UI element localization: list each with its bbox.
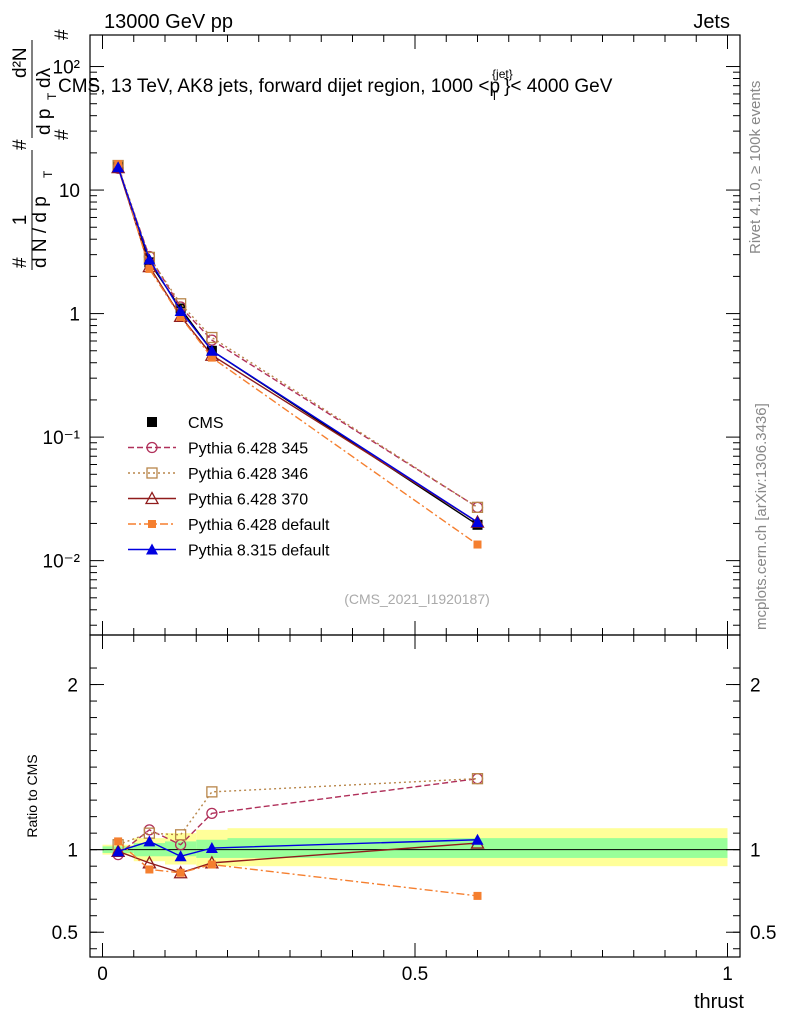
ratio-point-p8 xyxy=(112,845,125,857)
svg-text:T: T xyxy=(45,92,59,100)
svg-text:d N / d p: d N / d p xyxy=(30,196,51,268)
y-tick-label-top: 10⁻¹ xyxy=(43,428,81,449)
y-tick-label-ratio-right: 1 xyxy=(750,841,761,862)
x-axis-label: thrust xyxy=(694,991,744,1013)
y-tick-label-top: 10⁻² xyxy=(43,552,81,573)
legend-marker-p346 xyxy=(146,467,158,479)
point-p6def xyxy=(207,353,216,362)
legend-marker-p6def xyxy=(148,520,156,528)
tick-labels: 10⁻² 10⁻¹ 1 10 10² 0 0.5 1 0.5 0.5 1 1 2 2 xyxy=(43,58,777,985)
point-p8 xyxy=(174,304,187,316)
y-tick-label-ratio: 1 xyxy=(67,841,78,862)
ratio-point-p346 xyxy=(174,829,187,841)
y-tick-label-ratio-right: 0.5 xyxy=(750,923,776,944)
legend-label-p370: Pythia 6.428 370 xyxy=(188,492,308,509)
svg-text:#: # xyxy=(10,257,31,268)
ratio-panel-frame xyxy=(89,634,741,958)
ratio-point-p6def xyxy=(207,860,216,869)
y-tick-label-ratio: 2 xyxy=(67,676,78,697)
axis-ticks xyxy=(90,35,740,957)
legend-label-cms: CMS xyxy=(188,415,224,432)
top-series xyxy=(111,159,485,549)
ratio-point-p6def xyxy=(176,868,185,877)
legend-marker-p8 xyxy=(146,543,158,555)
y-tick-label-ratio-right: 2 xyxy=(750,676,761,697)
legend-label-p6def: Pythia 6.428 default xyxy=(188,517,330,534)
legend-label-p346: Pythia 6.428 346 xyxy=(188,466,308,483)
plot-title: CMS, 13 TeV, AK8 jets, forward dijet reg… xyxy=(58,67,613,103)
point-p8 xyxy=(471,516,484,528)
ratio-point-p8 xyxy=(143,835,156,847)
rivet-label: Rivet 4.1.0, ≥ 100k events xyxy=(747,81,764,254)
point-p346 xyxy=(206,331,218,344)
y-axis-label-ratio: Ratio to CMS xyxy=(24,754,40,837)
y-tick-label-top: 1 xyxy=(69,305,80,326)
header-left: 13000 GeV pp xyxy=(104,11,233,33)
point-p345 xyxy=(471,501,484,513)
mcplots-label: mcplots.cern.ch [arXiv:1306.3436] xyxy=(753,403,770,630)
svg-text:#: # xyxy=(52,29,73,40)
ratio-point-p345 xyxy=(206,807,218,819)
ratio-point-p8 xyxy=(205,842,218,854)
legend-label-p345: Pythia 6.428 345 xyxy=(188,441,308,458)
legend-marker-cms xyxy=(147,417,157,427)
point-p346 xyxy=(471,501,484,513)
ratio-line-p6def xyxy=(117,840,478,897)
ratio-series xyxy=(111,773,485,900)
legend-marker-p345 xyxy=(146,441,158,454)
ratio-point-p346 xyxy=(206,786,218,798)
x-tick-label: 0.5 xyxy=(402,964,428,985)
point-p8 xyxy=(205,344,218,356)
svg-text:#: # xyxy=(52,129,73,140)
ratio-point-p6def xyxy=(473,891,482,900)
svg-text:1: 1 xyxy=(10,215,31,226)
point-p6def xyxy=(176,312,185,321)
y-tick-label-ratio: 0.5 xyxy=(52,923,78,944)
svg-text:#: # xyxy=(10,139,31,150)
ratio-point-p6def xyxy=(114,837,123,846)
svg-text:T: T xyxy=(41,170,55,178)
x-tick-label: 1 xyxy=(722,964,733,985)
legend-marker-p370 xyxy=(144,491,160,505)
y-tick-label-top: 10² xyxy=(53,58,80,79)
ratio-point-p8 xyxy=(174,850,187,862)
svg-text:d²N: d²N xyxy=(10,47,31,78)
point-p6def xyxy=(145,264,154,273)
y-tick-label-top: 10 xyxy=(59,181,80,202)
x-tick-label: 0 xyxy=(97,964,108,985)
svg-text:dλ: dλ xyxy=(34,67,55,88)
point-p8 xyxy=(143,253,156,265)
point-p8 xyxy=(112,161,125,173)
header-right: Jets xyxy=(693,11,730,33)
ratio-point-p6def xyxy=(145,865,154,874)
ratio-point-p8 xyxy=(471,833,484,845)
ratio-line-p345 xyxy=(117,777,478,856)
ratio-point-p346 xyxy=(471,773,484,785)
analysis-watermark: (CMS_2021_I1920187) xyxy=(344,591,490,607)
legend-label-p8: Pythia 8.315 default xyxy=(188,543,330,560)
point-p6def xyxy=(473,540,482,549)
ratio-line-p346 xyxy=(117,777,478,846)
svg-text:d p: d p xyxy=(34,109,55,135)
y-axis-label-top: # 1 d N / d p T # d²N d p T dλ # # xyxy=(10,29,73,270)
legend: CMS Pythia 6.428 345 Pythia 6.428 346 Pythi… xyxy=(128,415,330,560)
